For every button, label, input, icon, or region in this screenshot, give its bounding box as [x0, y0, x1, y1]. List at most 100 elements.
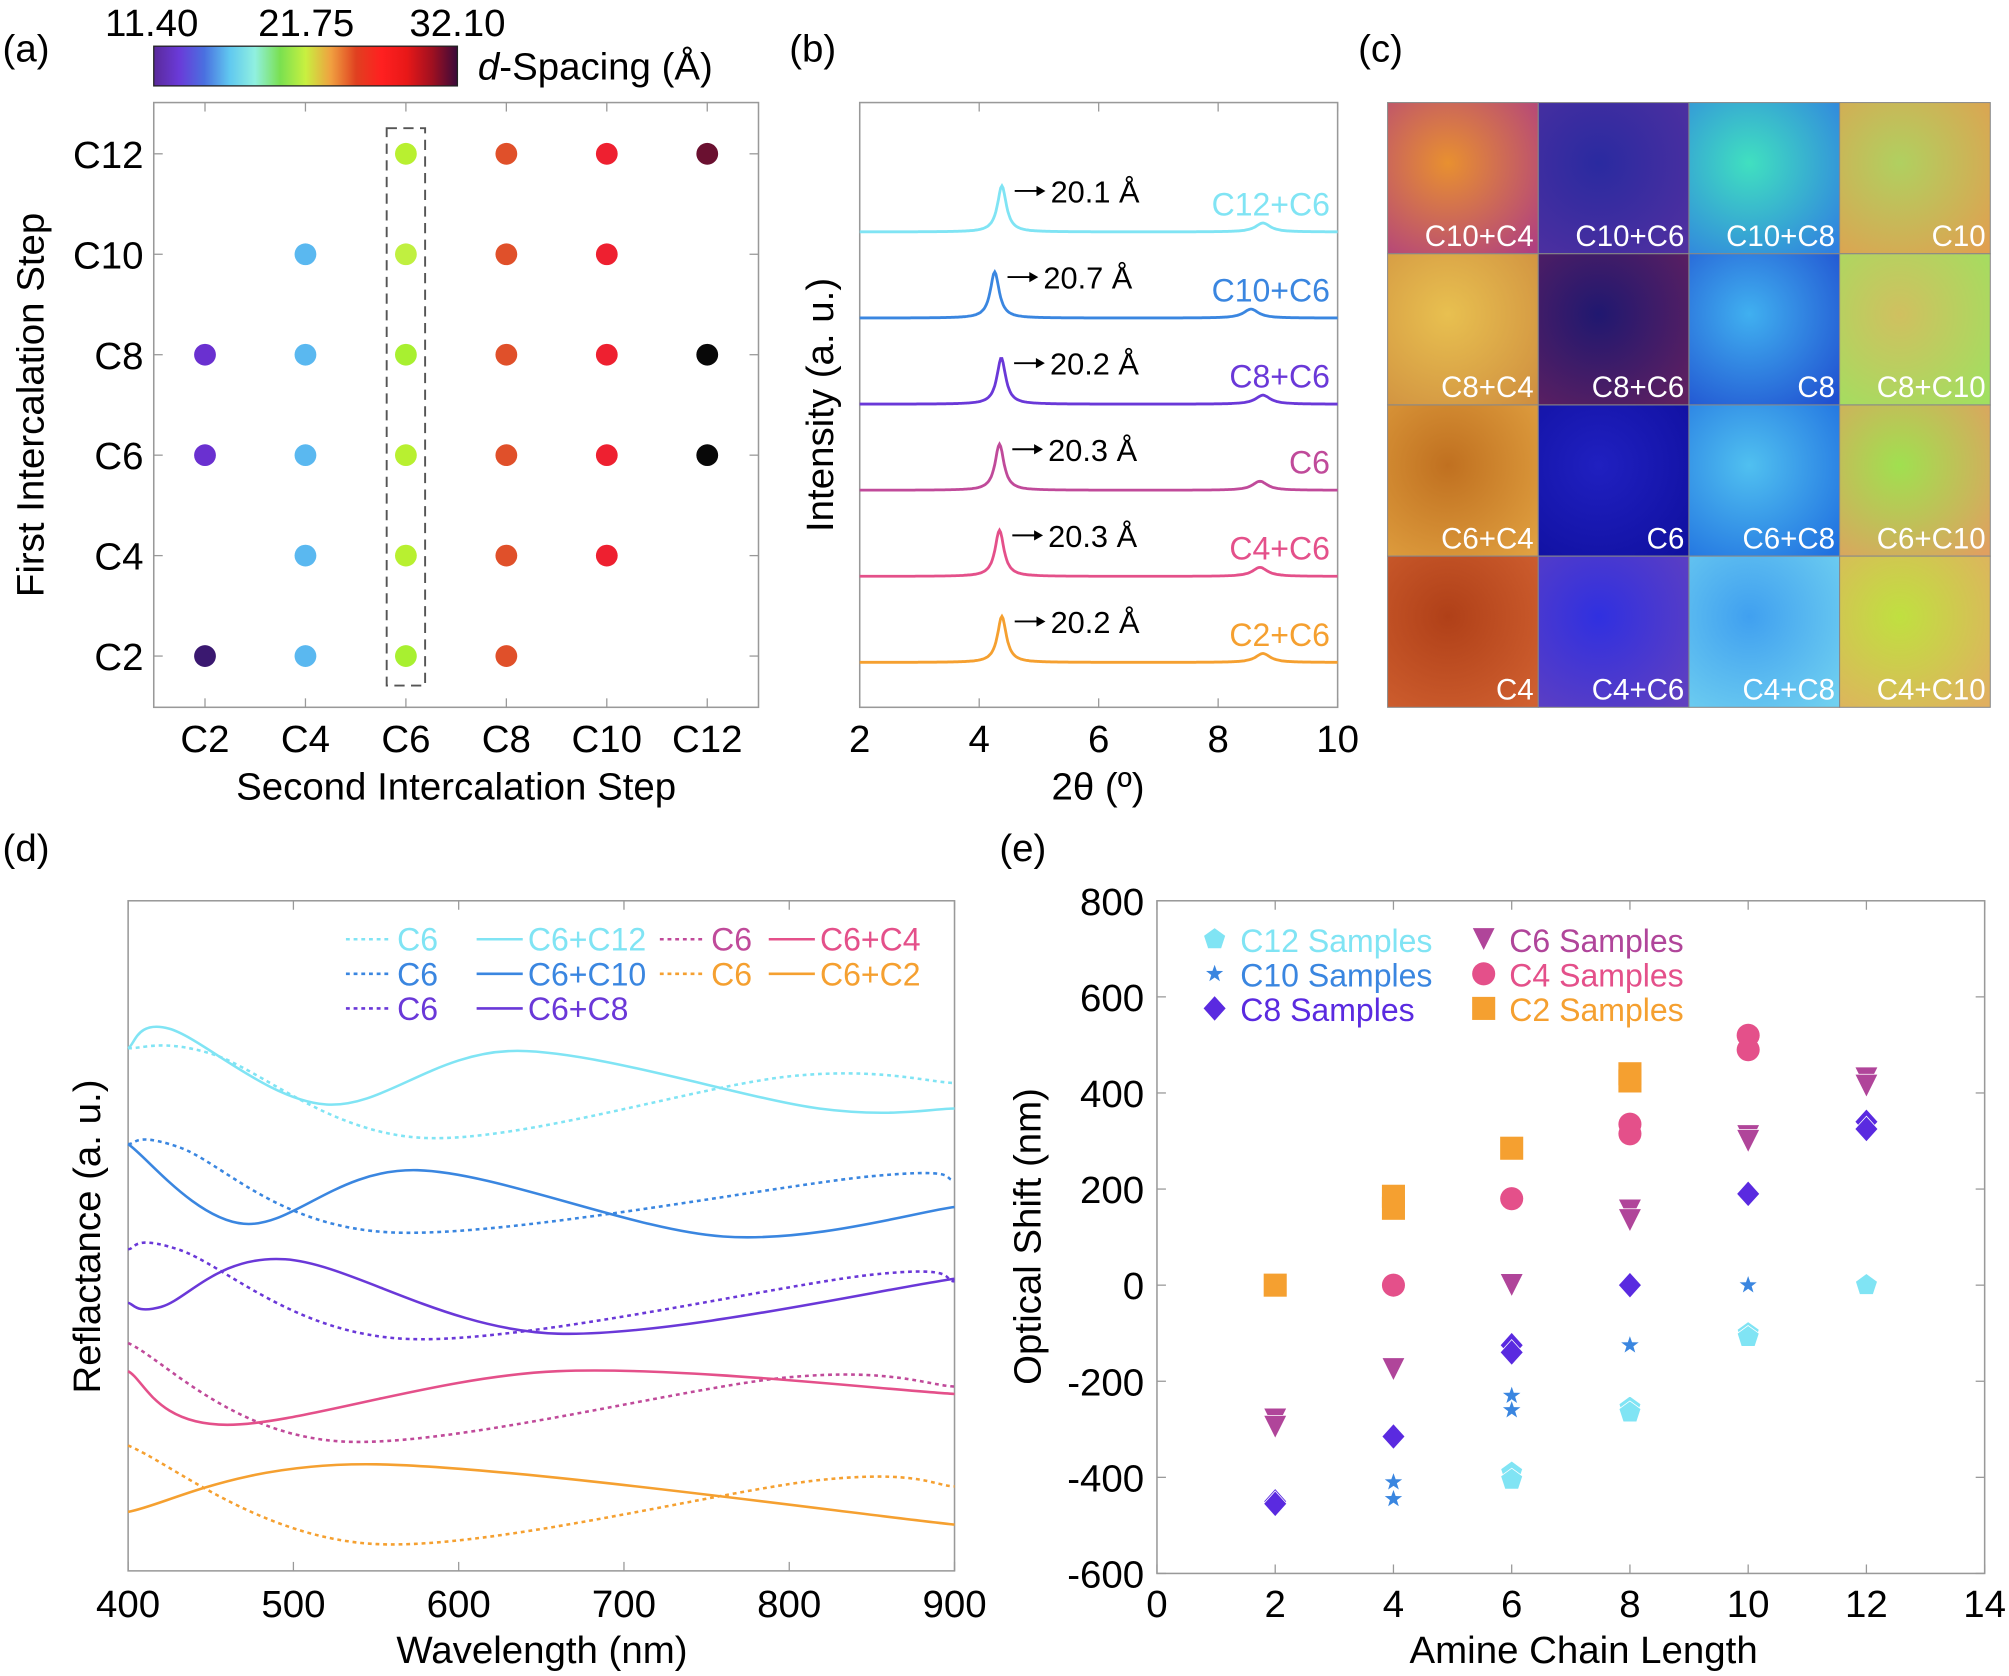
x-tick-label: 8 — [1207, 718, 1228, 761]
y-axis-label: Reflactance (a. u.) — [66, 1080, 109, 1394]
series-line — [127, 1369, 955, 1427]
data-point — [1382, 1487, 1405, 1509]
microscope-tile — [1537, 102, 1690, 255]
panel-c: (c) C10+C4 C10+C6 C10+C8 C10 C8+C4 C8+C6 C8 C8+C… — [1358, 28, 1991, 708]
x-tick-label: C2 — [180, 718, 229, 761]
microscope-tile — [1839, 404, 1991, 557]
series-line — [859, 182, 1338, 234]
data-point — [1854, 1073, 1879, 1099]
x-tick-label: C10 — [572, 718, 642, 761]
panel-label: (a) — [3, 28, 50, 71]
data-point — [696, 142, 719, 165]
plot-frame — [1156, 900, 1986, 1575]
panel-label: (d) — [3, 827, 50, 870]
x-tick-label: C12 — [672, 718, 742, 761]
x-tick-label: 6 — [1501, 1583, 1522, 1626]
legend-label: C6 — [397, 991, 438, 1027]
colorbar-tick-label: 32.10 — [409, 2, 505, 45]
x-axis-label: Second Intercalation Step — [236, 766, 676, 809]
diamond-legend-marker-icon — [1202, 995, 1227, 1022]
tile-label: C8+C4 — [1441, 371, 1534, 404]
colorbar — [153, 45, 459, 87]
data-point — [495, 343, 518, 366]
data-point — [595, 544, 618, 567]
data-point — [696, 343, 719, 366]
y-tick-label: 0 — [1123, 1265, 1144, 1308]
data-point — [1736, 1129, 1761, 1154]
data-point — [595, 444, 618, 467]
arrow-head-icon — [1034, 530, 1044, 541]
data-point — [294, 645, 317, 667]
colorbar-tick-label: 21.75 — [258, 2, 354, 45]
legend-label: C2 Samples — [1509, 992, 1683, 1028]
data-point — [1500, 1136, 1524, 1160]
data-point — [1381, 1423, 1406, 1450]
panel-label: (e) — [999, 827, 1046, 870]
colorbar-label: d-Spacing (Å) — [478, 45, 713, 89]
tile-label: C10+C4 — [1425, 220, 1534, 253]
legend-label: C6 — [397, 922, 438, 958]
panel-label: (b) — [789, 28, 836, 71]
data-point — [495, 142, 518, 165]
data-point — [1736, 1325, 1760, 1347]
data-point — [495, 544, 518, 567]
x-tick-label: C8 — [482, 718, 531, 761]
series-label: C4+C6 — [1229, 531, 1330, 567]
legend-label: C10 Samples — [1240, 958, 1432, 994]
microscope-tile — [1537, 555, 1690, 708]
data-point — [1618, 1400, 1642, 1423]
peak-annotation: 20.2 Å — [1050, 347, 1139, 382]
panel-b: (b) 2 4 6 8 10 2θ (º) Intensity (a. u.) 20.1 Å C1… — [789, 28, 1359, 809]
x-tick-label: 2 — [1265, 1583, 1286, 1626]
data-point — [1263, 1490, 1288, 1518]
x-tick-label: C4 — [281, 718, 330, 761]
tile-label: C6+C8 — [1742, 522, 1835, 555]
data-point — [1617, 1208, 1643, 1233]
data-point — [395, 343, 417, 366]
legend-label: C6+C2 — [820, 956, 921, 992]
arrow-head-icon — [1035, 358, 1045, 369]
series-line — [128, 1138, 955, 1235]
panel-e: (e) 0 2 4 6 8 10 12 14 -600 -400 -200 0 200 400 600 800 A… — [999, 827, 2006, 1672]
microscope-tile — [1387, 555, 1539, 708]
series-line — [859, 441, 1338, 492]
y-tick-label: C4 — [94, 536, 143, 579]
data-point — [595, 343, 618, 366]
y-tick-label: -600 — [1067, 1554, 1144, 1597]
data-point — [1381, 1196, 1405, 1220]
x-tick-label: 500 — [261, 1583, 325, 1626]
data-point — [1500, 1398, 1523, 1420]
microscope-tile — [1688, 253, 1841, 406]
data-point — [1737, 1273, 1759, 1295]
series-label: C12+C6 — [1212, 186, 1330, 222]
data-point — [294, 343, 317, 366]
plot-frame — [127, 900, 956, 1572]
tile-label: C4+C10 — [1877, 674, 1986, 707]
legend-label: C6 — [397, 956, 438, 992]
legend-label: C6+C8 — [528, 991, 629, 1027]
data-point — [1618, 1122, 1642, 1146]
microscope-tile — [1839, 102, 1991, 255]
tile-label: C8+C6 — [1592, 371, 1685, 404]
data-point — [395, 544, 417, 567]
data-point — [595, 243, 618, 266]
data-point — [1736, 1180, 1761, 1208]
x-tick-label: 0 — [1146, 1583, 1167, 1626]
series-label: C8+C6 — [1229, 359, 1330, 395]
data-point — [1855, 1273, 1878, 1295]
data-point — [495, 243, 518, 266]
peak-annotation: 20.1 Å — [1051, 174, 1140, 209]
square-legend-marker-icon — [1472, 996, 1496, 1020]
data-point — [1500, 1467, 1524, 1490]
x-tick-label: 600 — [427, 1583, 491, 1626]
x-tick-label: 12 — [1845, 1583, 1888, 1626]
data-point — [294, 444, 317, 467]
legend-label: C12 Samples — [1240, 923, 1432, 959]
arrow-head-icon — [1036, 616, 1046, 627]
tile-label: C8 — [1797, 371, 1835, 404]
data-point — [395, 142, 417, 165]
x-axis-label: Wavelength (nm) — [396, 1629, 687, 1672]
series-line — [859, 613, 1338, 664]
x-tick-label: 10 — [1316, 718, 1359, 761]
